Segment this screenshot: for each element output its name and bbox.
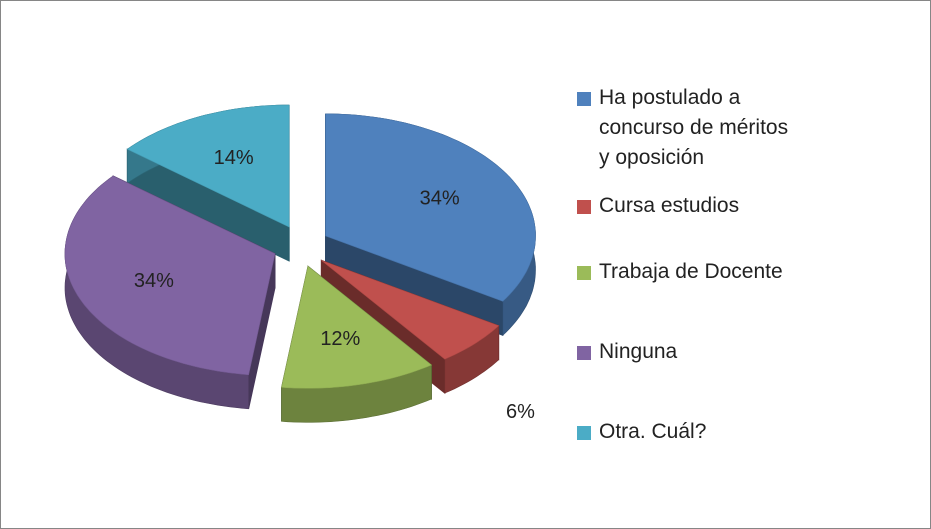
data-label: 34% (134, 270, 174, 292)
legend-label: Ninguna (599, 340, 678, 363)
legend-swatch (577, 266, 591, 280)
data-label: 12% (320, 328, 360, 350)
slice (126, 104, 290, 228)
slice (325, 113, 536, 302)
legend-swatch (577, 92, 591, 106)
legend: Ha postulado a concurso de méritos y opo… (577, 83, 917, 447)
legend-swatch (577, 200, 591, 214)
legend-entry: Cursa estudios (577, 191, 899, 221)
slice (321, 260, 500, 360)
legend-entry: Otra. Cuál? (577, 417, 899, 447)
legend-entry: Trabaja de Docente (577, 257, 899, 287)
slice (281, 265, 432, 389)
legend-label: Trabaja de Docente (599, 260, 783, 283)
legend-label: Cursa estudios (599, 194, 740, 217)
data-label: 14% (214, 147, 254, 169)
data-label: 34% (420, 188, 460, 210)
legend-swatch (577, 426, 591, 440)
legend-swatch (577, 346, 591, 360)
legend-label: Otra. Cuál? (599, 420, 707, 443)
legend-label: Ha postulado a concurso de méritos y opo… (599, 86, 789, 169)
legend-entry: Ninguna (577, 337, 899, 367)
slice (64, 175, 276, 376)
legend-entry: Ha postulado a concurso de méritos y opo… (577, 83, 789, 173)
data-label: 6% (506, 401, 535, 423)
